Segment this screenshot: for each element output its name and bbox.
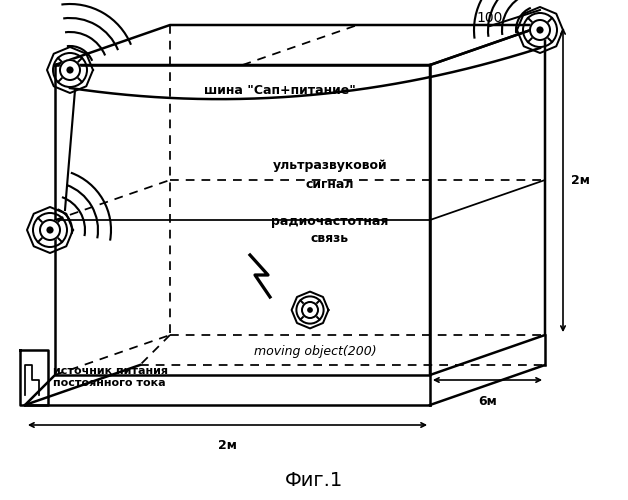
Circle shape xyxy=(536,26,544,34)
Circle shape xyxy=(307,307,313,313)
Circle shape xyxy=(60,60,80,80)
Circle shape xyxy=(40,220,60,240)
Text: moving object(200): moving object(200) xyxy=(254,345,376,358)
Text: 6м: 6м xyxy=(478,395,497,408)
Text: 2м: 2м xyxy=(571,174,590,186)
Text: источник питания
постоянного тока: источник питания постоянного тока xyxy=(53,366,168,388)
Text: шина "Сап+питание": шина "Сап+питание" xyxy=(204,84,356,96)
Circle shape xyxy=(46,226,53,234)
Circle shape xyxy=(302,302,318,318)
Text: радиочастотная
связь: радиочастотная связь xyxy=(271,214,389,246)
Text: 2м: 2м xyxy=(218,439,237,452)
Circle shape xyxy=(530,20,550,40)
Circle shape xyxy=(67,66,73,73)
Text: 100: 100 xyxy=(477,11,503,25)
Text: Фиг.1: Фиг.1 xyxy=(285,470,343,490)
Text: ультразвуковой
сигнал: ультразвуковой сигнал xyxy=(273,160,387,190)
